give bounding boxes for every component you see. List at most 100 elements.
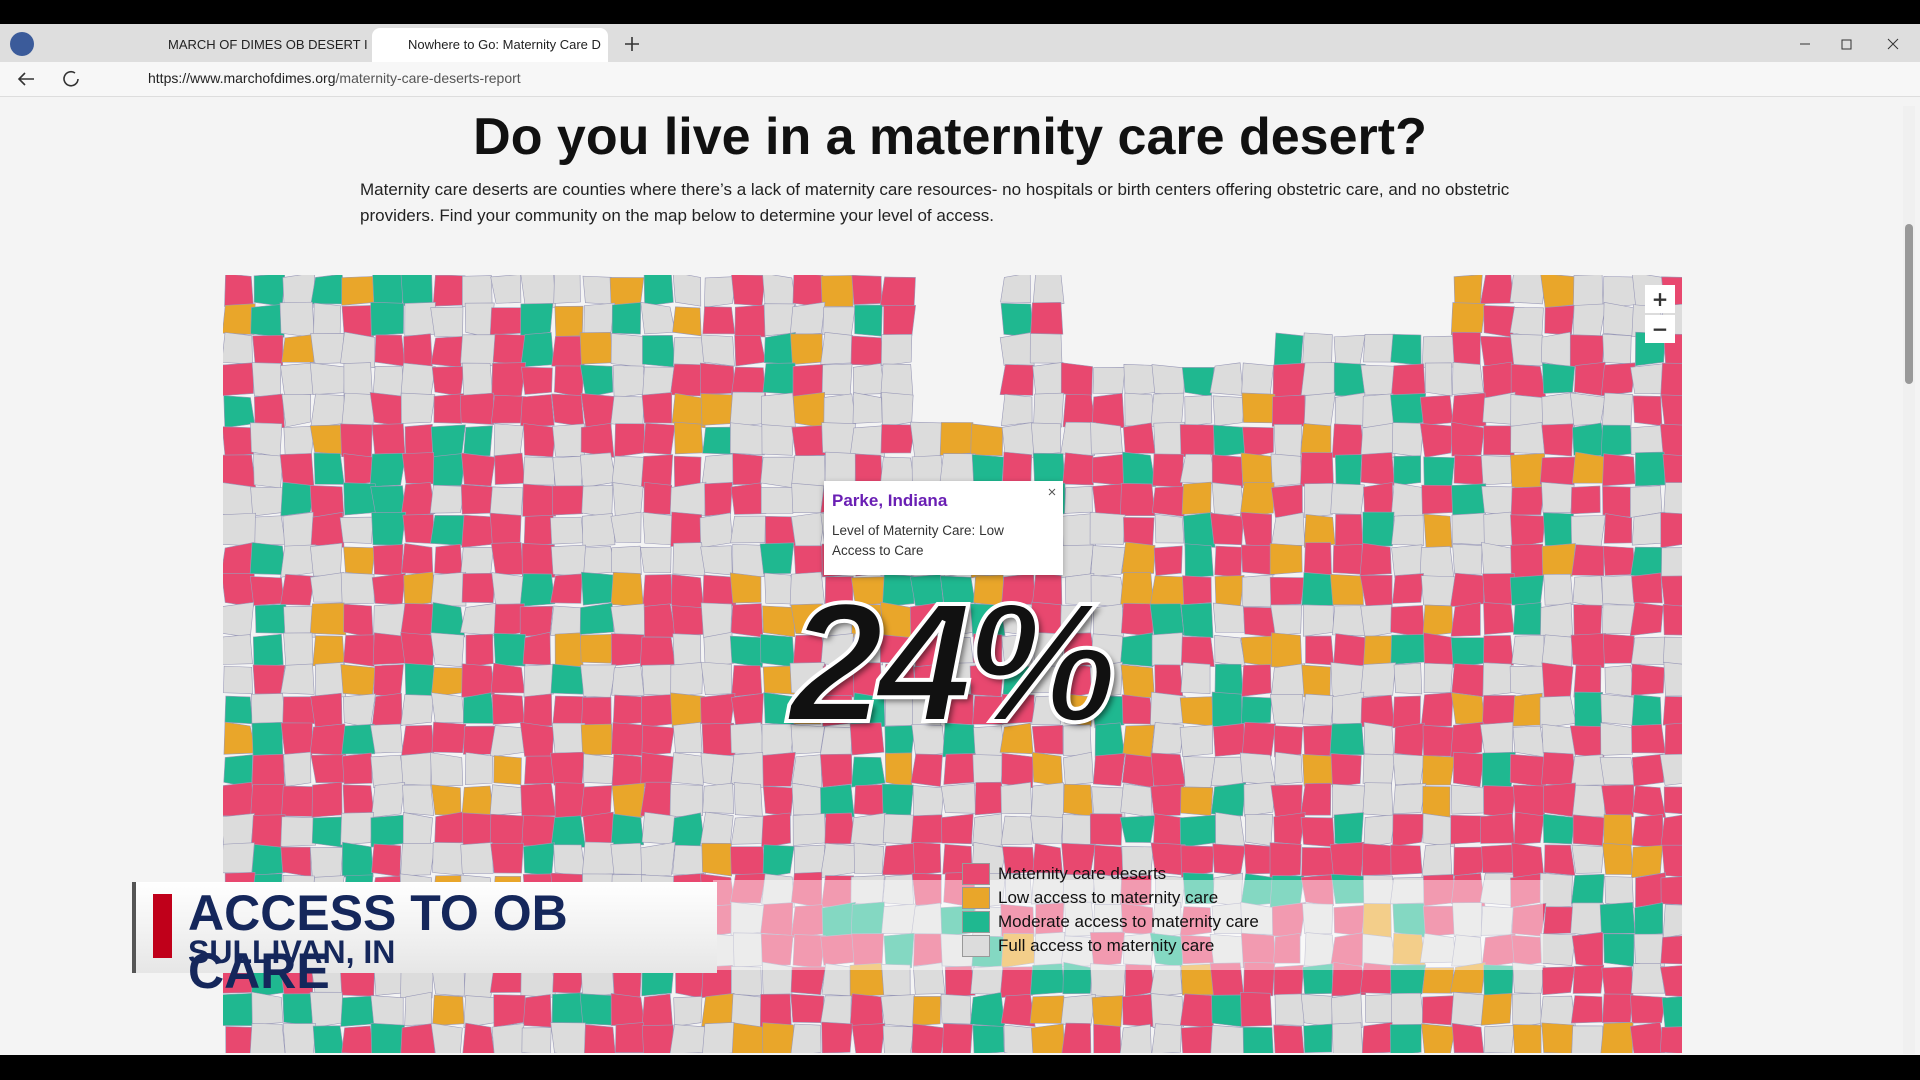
county[interactable] — [1032, 361, 1064, 395]
county[interactable] — [254, 393, 285, 428]
county[interactable] — [461, 785, 494, 817]
county[interactable] — [1064, 485, 1093, 514]
county[interactable] — [550, 663, 585, 695]
county[interactable] — [1422, 813, 1456, 848]
county[interactable] — [580, 452, 617, 488]
county[interactable] — [912, 996, 942, 1027]
county[interactable] — [910, 753, 943, 788]
county[interactable] — [1631, 724, 1666, 754]
county[interactable] — [491, 693, 525, 725]
county[interactable] — [762, 275, 797, 308]
county[interactable] — [1032, 275, 1065, 309]
county[interactable] — [1663, 661, 1682, 697]
county[interactable] — [224, 695, 253, 725]
county[interactable] — [1542, 966, 1576, 996]
county[interactable] — [343, 362, 373, 398]
county[interactable] — [1213, 424, 1246, 458]
county[interactable] — [940, 782, 976, 814]
county[interactable] — [1149, 603, 1185, 638]
county[interactable] — [1092, 695, 1126, 729]
county[interactable] — [1574, 691, 1603, 728]
county[interactable] — [1150, 752, 1187, 787]
county[interactable] — [1449, 962, 1486, 994]
county[interactable] — [1273, 424, 1303, 458]
county[interactable] — [1240, 511, 1273, 548]
county[interactable] — [1513, 811, 1545, 845]
county[interactable] — [402, 784, 435, 816]
county[interactable] — [1120, 783, 1153, 818]
county[interactable] — [852, 363, 886, 395]
county[interactable] — [282, 275, 316, 308]
county[interactable] — [641, 724, 675, 756]
county[interactable] — [761, 424, 795, 456]
county[interactable] — [790, 966, 826, 995]
county[interactable] — [280, 481, 316, 517]
county[interactable] — [1089, 931, 1126, 967]
county[interactable] — [1121, 541, 1156, 574]
county[interactable] — [493, 423, 524, 457]
county[interactable] — [1631, 511, 1666, 546]
county[interactable] — [1659, 753, 1682, 786]
county[interactable] — [1271, 394, 1306, 427]
county[interactable] — [431, 721, 467, 754]
county[interactable] — [611, 665, 645, 696]
county[interactable] — [553, 844, 586, 878]
county[interactable] — [523, 842, 555, 877]
county[interactable] — [1302, 753, 1334, 787]
county[interactable] — [673, 421, 704, 455]
county[interactable] — [1302, 604, 1334, 637]
county[interactable] — [249, 542, 286, 575]
county[interactable] — [852, 392, 883, 424]
county[interactable] — [730, 846, 767, 876]
county[interactable] — [400, 362, 436, 398]
county[interactable] — [1179, 724, 1214, 758]
county[interactable] — [1270, 604, 1302, 636]
county[interactable] — [673, 455, 702, 488]
county[interactable] — [310, 275, 346, 305]
county[interactable] — [1392, 783, 1427, 814]
county[interactable] — [1572, 784, 1605, 818]
county[interactable] — [762, 665, 796, 695]
county[interactable] — [1542, 512, 1574, 547]
county[interactable] — [672, 306, 702, 337]
county[interactable] — [251, 753, 286, 787]
county[interactable] — [1210, 1024, 1245, 1053]
county[interactable] — [1482, 662, 1512, 697]
county[interactable] — [309, 424, 344, 456]
county[interactable] — [1483, 602, 1515, 635]
county[interactable] — [280, 722, 313, 758]
county[interactable] — [1423, 662, 1453, 693]
county[interactable] — [1212, 602, 1245, 633]
county[interactable] — [310, 692, 343, 728]
county[interactable] — [489, 512, 522, 547]
county[interactable] — [880, 994, 915, 1028]
county[interactable] — [762, 605, 796, 638]
county[interactable] — [250, 303, 286, 338]
county[interactable] — [610, 333, 645, 368]
county[interactable] — [432, 275, 466, 307]
county[interactable] — [1119, 1024, 1152, 1053]
county[interactable] — [579, 332, 614, 365]
new-tab[interactable] — [620, 32, 644, 56]
county[interactable] — [820, 275, 854, 307]
county[interactable] — [371, 511, 407, 546]
county[interactable] — [1063, 693, 1093, 727]
county[interactable] — [881, 783, 914, 818]
county[interactable] — [1239, 752, 1276, 786]
county[interactable] — [820, 843, 856, 879]
county[interactable] — [225, 1026, 254, 1053]
county[interactable] — [1179, 453, 1217, 485]
county[interactable] — [1062, 874, 1095, 904]
county[interactable] — [1270, 663, 1307, 698]
county[interactable] — [1151, 722, 1185, 756]
county[interactable] — [820, 784, 855, 818]
county[interactable] — [490, 842, 524, 874]
county[interactable] — [1480, 455, 1515, 486]
county[interactable] — [1179, 906, 1212, 937]
county[interactable] — [1572, 814, 1605, 847]
county[interactable] — [280, 573, 315, 606]
county[interactable] — [1602, 993, 1633, 1023]
county[interactable] — [1509, 307, 1544, 339]
county[interactable] — [519, 573, 556, 607]
county[interactable] — [1149, 965, 1183, 998]
